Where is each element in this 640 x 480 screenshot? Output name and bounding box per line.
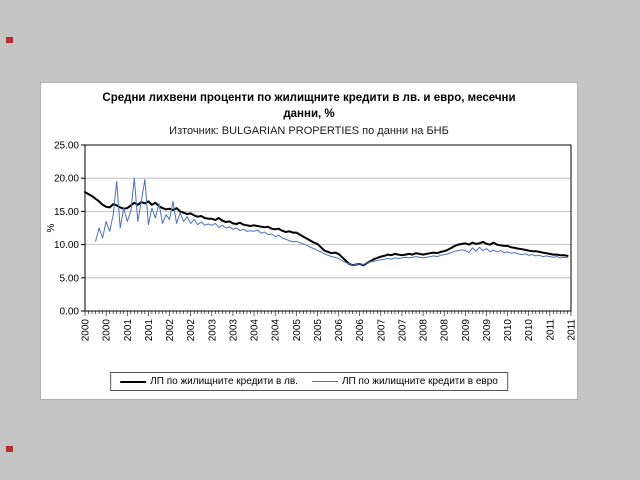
svg-text:2005: 2005 [292, 319, 303, 342]
svg-text:0.00: 0.00 [60, 307, 80, 318]
svg-text:2001: 2001 [123, 319, 134, 342]
line-chart: 0.00 5.00 10.00 15.00 20.00 25.00 2000 2000 2001… [46, 141, 578, 342]
svg-text:2007: 2007 [376, 319, 387, 342]
legend-label-eur: ЛП по жилищните кредити в евро [341, 376, 498, 387]
chart-legend: ЛП по жилищните кредити в лв. ЛП по жили… [110, 372, 508, 391]
legend-label-bgn: ЛП по жилищните кредити в лв. [150, 376, 298, 387]
red-marker-top [6, 37, 13, 43]
svg-text:2011: 2011 [567, 319, 578, 341]
svg-text:25.00: 25.00 [54, 141, 79, 152]
svg-text:2008: 2008 [419, 319, 430, 342]
svg-text:2000: 2000 [81, 319, 92, 342]
svg-text:15.00: 15.00 [54, 207, 79, 218]
svg-text:2003: 2003 [207, 319, 218, 342]
svg-text:2002: 2002 [165, 319, 176, 342]
red-marker-bottom [6, 446, 13, 452]
legend-item-bgn: ЛП по жилищните кредити в лв. [120, 376, 298, 387]
chart-subtitle: Източник: BULGARIAN PROPERTIES по данни … [169, 125, 449, 138]
svg-text:2009: 2009 [461, 319, 472, 342]
svg-text:5.00: 5.00 [60, 273, 80, 284]
svg-text:2005: 2005 [313, 319, 324, 342]
chart-panel: Средни лихвени проценти по жилищните кре… [40, 82, 578, 400]
svg-text:%: % [46, 223, 57, 232]
svg-text:2006: 2006 [334, 319, 345, 342]
svg-text:2006: 2006 [355, 319, 366, 342]
svg-text:2002: 2002 [186, 319, 197, 342]
svg-text:2001: 2001 [144, 319, 155, 342]
svg-text:2011: 2011 [545, 319, 556, 341]
legend-item-eur: ЛП по жилищните кредити в евро [311, 376, 498, 387]
svg-text:20.00: 20.00 [54, 174, 79, 185]
svg-text:2008: 2008 [440, 319, 451, 342]
svg-text:2003: 2003 [228, 319, 239, 342]
chart-title: Средни лихвени проценти по жилищните кре… [102, 92, 516, 120]
svg-text:2009: 2009 [482, 319, 493, 342]
bgn-line-swatch [120, 380, 147, 383]
svg-text:2010: 2010 [524, 319, 535, 342]
svg-text:2000: 2000 [102, 319, 113, 342]
svg-text:2004: 2004 [250, 319, 261, 342]
svg-text:10.00: 10.00 [54, 240, 79, 251]
svg-text:2007: 2007 [397, 319, 408, 342]
svg-text:2004: 2004 [271, 319, 282, 342]
plot-area: 0.00 5.00 10.00 15.00 20.00 25.00 2000 2000 2001… [43, 139, 578, 358]
svg-text:2010: 2010 [503, 319, 514, 342]
eur-line-swatch [311, 381, 338, 382]
